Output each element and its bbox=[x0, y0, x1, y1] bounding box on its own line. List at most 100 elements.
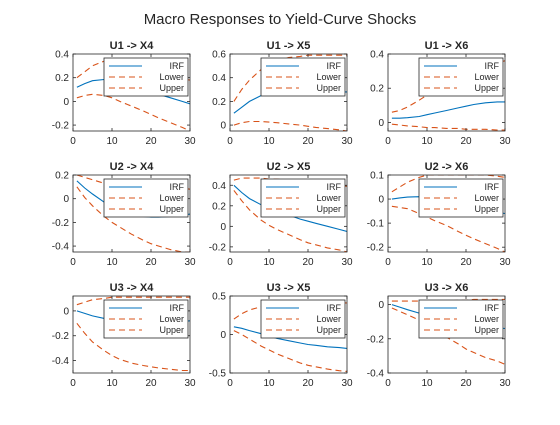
legend-label-irf: IRF bbox=[170, 182, 185, 192]
subplot-title: U2 -> X5 bbox=[267, 161, 311, 173]
series-line-irf bbox=[233, 326, 347, 349]
y-tick-label: 0 bbox=[63, 306, 69, 317]
subplot-title: U1 -> X5 bbox=[267, 40, 311, 52]
x-tick-label: 20 bbox=[460, 136, 472, 147]
axes-box bbox=[387, 53, 506, 132]
legend-box bbox=[418, 57, 504, 97]
legend-label-lower: Lower bbox=[159, 314, 184, 324]
y-tick-label: -0.2 bbox=[367, 243, 385, 254]
series-line-upper bbox=[233, 330, 347, 373]
x-tick-label: 20 bbox=[460, 257, 472, 268]
series-line-upper bbox=[233, 190, 347, 252]
y-tick-label: -0.2 bbox=[52, 121, 70, 132]
legend-label-upper: Upper bbox=[474, 204, 499, 214]
x-tick-label: 30 bbox=[341, 136, 353, 147]
series-line-upper bbox=[233, 120, 347, 131]
y-tick-label: -0.2 bbox=[52, 218, 70, 229]
subplot-title: U1 -> X4 bbox=[110, 40, 155, 52]
series-line-lower bbox=[233, 54, 347, 102]
subplot-title: U2 -> X4 bbox=[110, 161, 155, 173]
series-line-upper bbox=[391, 205, 505, 252]
x-tick-label: 0 bbox=[70, 257, 76, 268]
y-tick-label: -0.4 bbox=[52, 242, 70, 253]
legend-label-lower: Lower bbox=[159, 193, 184, 203]
x-tick-label: 10 bbox=[263, 136, 275, 147]
legend-label-irf: IRF bbox=[327, 61, 342, 71]
x-tick-label: 30 bbox=[341, 378, 353, 389]
x-tick-label: 20 bbox=[302, 378, 314, 389]
axes-box bbox=[229, 174, 348, 253]
x-tick-label: 20 bbox=[145, 257, 157, 268]
x-tick-label: 30 bbox=[499, 136, 511, 147]
y-tick-label: 0 bbox=[220, 222, 226, 233]
y-tick-label: 0.1 bbox=[370, 171, 384, 182]
y-tick-label: 0.4 bbox=[212, 181, 226, 192]
x-tick-label: 10 bbox=[106, 378, 118, 389]
x-tick-label: 20 bbox=[302, 136, 314, 147]
y-tick-label: -0.5 bbox=[209, 369, 227, 380]
legend-label-upper: Upper bbox=[474, 325, 499, 335]
y-tick-label: 0.6 bbox=[212, 50, 226, 61]
legend-label-lower: Lower bbox=[316, 193, 341, 203]
x-tick-label: 20 bbox=[145, 378, 157, 389]
legend-box bbox=[260, 178, 346, 218]
axes-box bbox=[72, 295, 191, 374]
legend-box bbox=[103, 299, 189, 339]
y-tick-label: 0.4 bbox=[370, 50, 384, 61]
legend-label-irf: IRF bbox=[485, 303, 500, 313]
y-tick-label: 0.4 bbox=[212, 73, 226, 84]
series-line-irf bbox=[391, 101, 505, 119]
axes-box bbox=[387, 295, 506, 374]
figure-title: Macro Responses to Yield-Curve Shocks bbox=[144, 11, 417, 28]
x-tick-label: 20 bbox=[302, 257, 314, 268]
legend-label-upper: Upper bbox=[316, 83, 341, 93]
y-tick-label: 0 bbox=[63, 97, 69, 108]
series-line-upper bbox=[76, 322, 190, 372]
axes-box bbox=[72, 53, 191, 132]
legend-label-lower: Lower bbox=[474, 314, 499, 324]
x-tick-label: 30 bbox=[184, 378, 196, 389]
series-group bbox=[233, 302, 347, 373]
axes-box bbox=[387, 174, 506, 253]
x-tick-label: 0 bbox=[385, 378, 391, 389]
axes-box bbox=[72, 174, 191, 253]
y-tick-label: -0.2 bbox=[367, 334, 385, 345]
y-tick-label: 0 bbox=[220, 121, 226, 132]
y-tick-label: 0.2 bbox=[55, 73, 69, 84]
x-tick-label: 20 bbox=[145, 136, 157, 147]
x-tick-label: 10 bbox=[106, 136, 118, 147]
legend-label-lower: Lower bbox=[474, 193, 499, 203]
x-tick-label: 0 bbox=[227, 378, 233, 389]
x-tick-label: 0 bbox=[385, 257, 391, 268]
legend-label-irf: IRF bbox=[327, 303, 342, 313]
y-tick-label: 0 bbox=[63, 194, 69, 205]
series-line-upper bbox=[76, 186, 190, 252]
x-tick-label: 10 bbox=[263, 378, 275, 389]
subplot-title: U2 -> X6 bbox=[425, 161, 469, 173]
subplot-title: U1 -> X6 bbox=[425, 40, 469, 52]
x-tick-label: 10 bbox=[106, 257, 118, 268]
series-line-upper bbox=[76, 93, 190, 131]
legend-label-upper: Upper bbox=[316, 204, 341, 214]
y-tick-label: -0.4 bbox=[52, 356, 70, 367]
y-tick-label: 0 bbox=[378, 195, 384, 206]
y-tick-label: -0.1 bbox=[367, 219, 385, 230]
series-line-upper bbox=[391, 123, 505, 131]
